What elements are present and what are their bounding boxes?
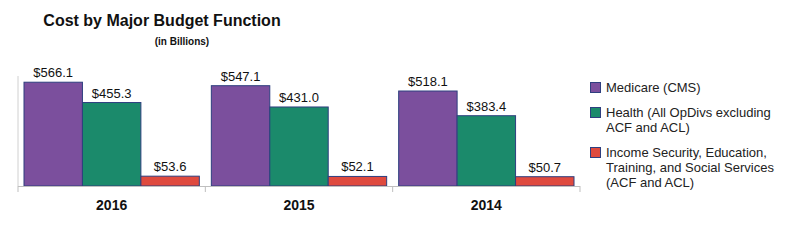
- legend-item: Income Security, Education, Training, an…: [590, 145, 805, 190]
- data-label: $518.1: [408, 74, 448, 89]
- bar: [399, 91, 457, 186]
- legend: Medicare (CMS) Health (All OpDivs excludi…: [590, 80, 805, 200]
- bar: [328, 176, 386, 186]
- legend-label: Medicare (CMS): [606, 80, 798, 95]
- subtitle: (in Billions): [155, 36, 209, 47]
- legend-label: Health (All OpDivs excluding ACF and ACL…: [606, 105, 798, 135]
- legend-swatch: [590, 147, 601, 158]
- legend-label: Income Security, Education, Training, an…: [606, 145, 798, 190]
- data-label: $383.4: [466, 99, 506, 114]
- bar: [516, 177, 574, 186]
- bar: [141, 176, 199, 186]
- y-axis: [18, 76, 19, 186]
- bars: [24, 82, 574, 186]
- bar: [211, 86, 269, 186]
- x-axis: [18, 186, 580, 187]
- title: Cost by Major Budget Function: [43, 12, 280, 29]
- legend-swatch: [590, 82, 601, 93]
- data-label: $52.1: [341, 159, 374, 174]
- data-label: $455.3: [92, 86, 132, 101]
- bar: [270, 107, 328, 186]
- data-label: $50.7: [529, 160, 562, 175]
- data-label: $547.1: [221, 69, 261, 84]
- category-label: 2016: [96, 197, 127, 213]
- legend-item: Health (All OpDivs excluding ACF and ACL…: [590, 105, 805, 135]
- bar: [24, 82, 82, 186]
- data-label: $53.6: [154, 159, 187, 174]
- category-separator: [18, 186, 19, 192]
- category-separator: [392, 186, 393, 192]
- bar: [457, 116, 515, 186]
- category-separator: [580, 186, 581, 192]
- legend-swatch: [590, 107, 601, 118]
- bar: [82, 103, 140, 186]
- legend-item: Medicare (CMS): [590, 80, 805, 95]
- category-separator: [205, 186, 206, 192]
- data-label: $431.0: [279, 90, 319, 105]
- category-label: 2014: [471, 197, 502, 213]
- category-label: 2015: [283, 197, 314, 213]
- data-label: $566.1: [33, 65, 73, 80]
- data-labels: $566.1 $455.3 $53.6 $547.1 $431.0 $52.1 $518.1…: [33, 65, 561, 174]
